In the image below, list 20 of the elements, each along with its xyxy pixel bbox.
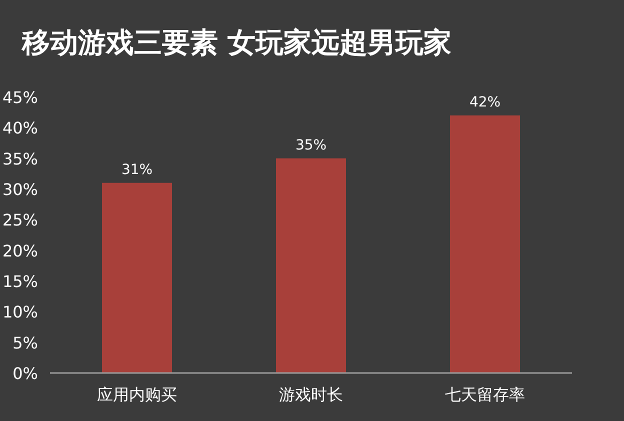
data-label: 35%: [295, 137, 327, 154]
y-tick-label: 5%: [12, 333, 38, 352]
y-tick-label: 10%: [2, 302, 38, 322]
data-label: 42%: [469, 94, 501, 110]
y-tick-label: 25%: [2, 210, 38, 230]
y-tick-label: 45%: [2, 88, 38, 107]
x-tick-label: 七天留存率: [445, 385, 525, 404]
bar: [450, 115, 520, 373]
y-tick-label: 15%: [2, 272, 38, 291]
bar: [102, 182, 172, 373]
bar: [276, 158, 346, 373]
data-label: 31%: [121, 162, 153, 178]
y-tick-label: 20%: [2, 241, 38, 260]
chart-title: 移动游戏三要素 女玩家远超男玩家: [21, 26, 452, 59]
x-tick-label: 游戏时长: [279, 385, 343, 404]
x-tick-label: 应用内购买: [97, 385, 177, 404]
y-tick-label: 40%: [2, 118, 38, 138]
y-tick-label: 0%: [12, 364, 38, 383]
y-tick-label: 35%: [2, 149, 38, 168]
y-tick-label: 30%: [2, 180, 38, 199]
